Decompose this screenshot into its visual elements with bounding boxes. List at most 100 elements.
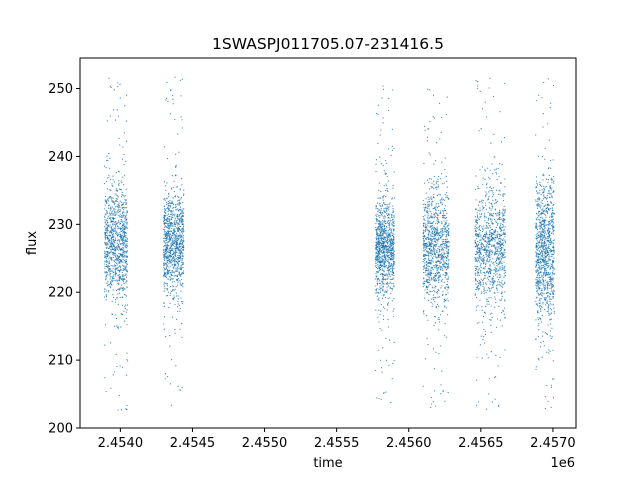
data-point [176, 214, 178, 216]
data-point [172, 207, 174, 209]
data-point [476, 322, 479, 324]
data-point [109, 262, 111, 264]
data-point [383, 260, 385, 262]
data-point [443, 226, 446, 228]
data-point [481, 166, 484, 168]
data-point [176, 230, 178, 233]
data-point [175, 209, 177, 211]
data-point [105, 235, 108, 237]
data-point [169, 235, 171, 237]
data-point [499, 111, 501, 113]
data-point [116, 190, 118, 192]
data-point [446, 257, 448, 259]
data-point [437, 230, 439, 232]
data-point [443, 234, 445, 236]
data-point [445, 271, 448, 274]
data-point [436, 290, 439, 293]
data-point [163, 219, 166, 221]
data-point [437, 271, 439, 273]
data-point [377, 209, 379, 211]
data-point [501, 291, 503, 293]
data-point [496, 243, 498, 245]
data-point [179, 283, 182, 285]
data-point [376, 278, 379, 280]
data-point [475, 283, 477, 285]
data-point [167, 250, 169, 252]
data-point [476, 221, 479, 223]
data-point [389, 286, 391, 288]
data-point [448, 231, 450, 233]
data-point [376, 275, 378, 277]
data-point [173, 191, 175, 193]
data-point [173, 223, 175, 225]
data-point [422, 203, 424, 205]
data-point [442, 248, 444, 250]
data-point [108, 291, 110, 293]
data-point [163, 258, 165, 260]
data-point [166, 226, 168, 228]
data-point [491, 244, 493, 246]
data-point [477, 401, 480, 403]
data-point [171, 200, 173, 202]
data-point [436, 292, 438, 294]
data-point [388, 271, 390, 273]
data-point [439, 314, 442, 316]
data-point [385, 249, 387, 251]
data-point [429, 216, 431, 218]
data-point [174, 225, 177, 227]
data-point [177, 133, 179, 135]
data-point [551, 327, 553, 329]
data-point [424, 244, 426, 247]
data-point [181, 264, 183, 266]
data-point [181, 219, 184, 221]
data-point [474, 227, 476, 230]
data-point [495, 234, 497, 236]
data-point [482, 258, 484, 260]
data-point [105, 261, 107, 263]
data-point [163, 271, 166, 274]
data-point [376, 213, 378, 215]
data-point [479, 265, 481, 267]
data-point [432, 196, 434, 198]
data-point [179, 279, 181, 281]
data-point [485, 262, 487, 264]
data-point [168, 256, 170, 258]
data-point [378, 297, 380, 299]
data-point [178, 252, 180, 254]
data-point [483, 261, 485, 263]
data-point [178, 201, 180, 203]
data-point [486, 227, 488, 229]
data-point [124, 274, 126, 277]
data-point [108, 200, 110, 202]
data-point [114, 237, 117, 239]
data-point [432, 303, 434, 305]
data-point [387, 304, 389, 306]
data-point [484, 246, 486, 248]
data-point [376, 236, 378, 238]
data-point [117, 200, 119, 203]
data-point [494, 230, 496, 232]
data-point [168, 226, 171, 228]
data-point [490, 203, 492, 205]
data-point [393, 286, 395, 288]
data-point [375, 222, 377, 225]
data-point [433, 117, 435, 119]
data-point [383, 262, 386, 264]
data-point [123, 254, 126, 256]
data-point [119, 213, 121, 215]
data-point [383, 250, 385, 252]
data-point [164, 146, 166, 148]
data-point [433, 247, 435, 250]
data-point [422, 218, 425, 220]
data-point [166, 256, 169, 258]
data-point [392, 260, 394, 263]
data-point [177, 306, 179, 308]
data-point [504, 269, 506, 271]
data-point [179, 274, 181, 276]
data-point [474, 225, 476, 227]
data-point [104, 265, 106, 268]
data-point [428, 268, 430, 270]
data-point [476, 286, 479, 288]
data-point [182, 210, 184, 212]
data-point [163, 257, 165, 259]
